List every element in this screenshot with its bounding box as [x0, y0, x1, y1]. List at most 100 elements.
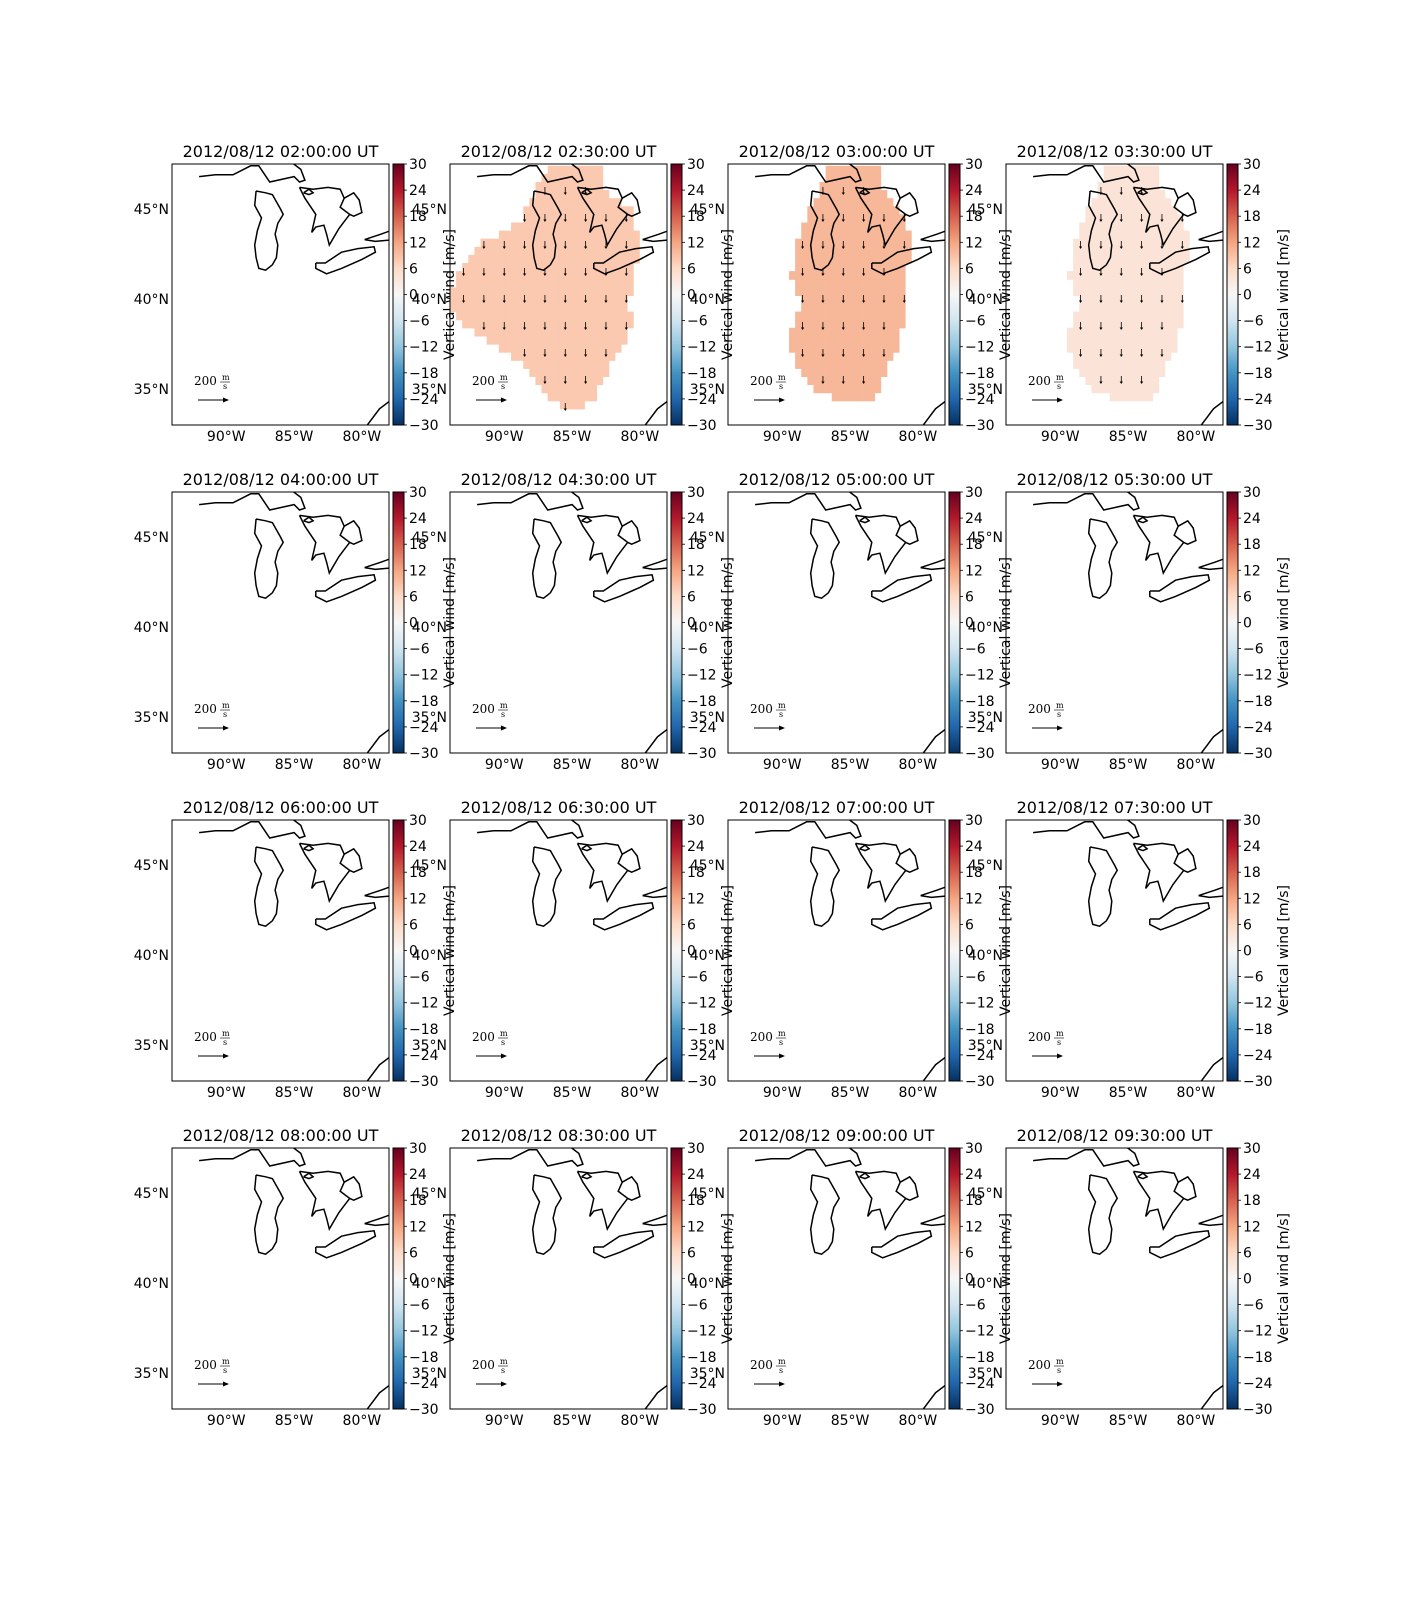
- heatmap-cell: [553, 263, 561, 272]
- heatmap-cell: [1121, 206, 1129, 215]
- colorbar-tick-label: −18: [409, 694, 439, 710]
- wind-arrow: [1119, 349, 1123, 357]
- heatmap-cell: [633, 230, 640, 240]
- heatmap-cell: [468, 254, 476, 264]
- heatmap-cell: [486, 295, 494, 305]
- lon-tick-label: 80°W: [343, 1085, 382, 1101]
- heatmap-cell: [850, 214, 857, 224]
- heatmap-cell: [874, 287, 882, 296]
- wind-arrow: [862, 376, 866, 384]
- heatmap-cell: [1146, 254, 1154, 264]
- heatmap-cell: [1097, 335, 1105, 345]
- heatmap-cell: [572, 182, 579, 191]
- lon-tick-label: 85°W: [1109, 1085, 1148, 1101]
- heatmap-cell: [1170, 319, 1178, 329]
- heatmap-cell: [1134, 392, 1141, 402]
- coastline: [477, 820, 584, 839]
- colorbar-tick-label: −12: [409, 1324, 439, 1340]
- heatmap-cell: [880, 222, 888, 232]
- heatmap-cell: [517, 311, 524, 321]
- lat-tick-label: 35°N: [968, 710, 1003, 726]
- coastline: [755, 820, 862, 839]
- wind-arrow: [543, 349, 547, 357]
- heatmap-cell: [565, 400, 573, 410]
- heatmap-cell: [584, 279, 591, 288]
- coastline: [477, 492, 584, 511]
- heatmap-cell: [868, 214, 876, 224]
- heatmap-cell: [874, 360, 882, 369]
- heatmap-cell: [1134, 287, 1141, 296]
- heatmap-cell: [1170, 303, 1178, 313]
- heatmap-cell: [559, 303, 567, 313]
- heatmap-cell: [523, 263, 530, 272]
- axes-frame: [727, 163, 946, 426]
- heatmap-cell: [801, 287, 808, 296]
- heatmap-cell: [553, 352, 561, 361]
- heatmap-cell: [608, 344, 616, 353]
- heatmap-cell: [620, 263, 628, 272]
- heatmap-cell: [578, 376, 585, 386]
- wind-arrow: [1099, 376, 1103, 384]
- heatmap-cell: [1067, 271, 1074, 280]
- colorbar-tick-label: −24: [687, 392, 717, 408]
- heatmap-cell: [511, 311, 518, 321]
- heatmap-cell: [886, 319, 894, 329]
- heatmap-cell: [620, 271, 628, 280]
- heatmap-cell: [480, 246, 488, 256]
- heatmap-cell: [850, 263, 857, 272]
- heatmap-cell: [572, 271, 579, 280]
- heatmap-cell: [874, 246, 882, 256]
- coastline: [871, 245, 933, 275]
- heatmap-cell: [547, 238, 555, 248]
- heatmap-cell: [1176, 287, 1184, 296]
- quiver-key-value: 200: [472, 1358, 495, 1372]
- heatmap-cell: [837, 198, 845, 207]
- heatmap-cell: [825, 295, 833, 305]
- heatmap-cell: [837, 311, 845, 321]
- quiver-key-unit-num: m: [500, 1357, 508, 1366]
- heatmap-cell: [837, 344, 845, 353]
- heatmap-cell: [1097, 384, 1105, 394]
- colorbar-tick-label: −24: [965, 1048, 995, 1064]
- plot-area: [755, 1148, 945, 1409]
- heatmap-cell: [614, 263, 622, 272]
- heatmap-cell: [590, 319, 598, 329]
- heatmap-cell: [819, 311, 827, 321]
- heatmap-cell: [904, 230, 912, 240]
- heatmap-cell: [868, 230, 876, 240]
- coastline: [1087, 190, 1119, 272]
- coastline: [253, 1174, 285, 1256]
- heatmap-cell: [517, 279, 524, 288]
- heatmap-cell: [462, 271, 469, 280]
- wind-arrow: [482, 268, 486, 276]
- heatmap-cell: [547, 368, 555, 377]
- heatmap-cell: [868, 327, 876, 337]
- heatmap-cell: [807, 335, 815, 345]
- heatmap-cell: [547, 335, 555, 345]
- heatmap-cell: [553, 198, 561, 207]
- heatmap-cell: [843, 182, 851, 191]
- heatmap-cell: [795, 344, 802, 353]
- heatmap-cell: [535, 319, 543, 329]
- colorbar-tick-label: −12: [965, 996, 995, 1012]
- wind-arrow: [624, 322, 628, 330]
- coastline: [343, 191, 363, 218]
- heatmap-cell: [572, 198, 579, 207]
- colorbar-tick-label: 18: [1243, 209, 1261, 225]
- heatmap-cell: [492, 246, 500, 256]
- lat-tick-label: 35°N: [968, 1366, 1003, 1382]
- heatmap-cell: [1085, 303, 1093, 313]
- heatmap-cell: [596, 303, 604, 313]
- lat-tick-label: 45°N: [690, 858, 725, 874]
- quiver-key-value: 200: [1028, 374, 1051, 388]
- colorbar-tick-label: −24: [409, 1048, 439, 1064]
- heatmap-cell: [1134, 335, 1141, 345]
- heatmap-cell: [596, 190, 604, 199]
- lat-tick-label: 40°N: [968, 620, 1003, 636]
- coastline: [364, 230, 389, 243]
- heatmap-cell: [1097, 327, 1105, 337]
- heatmap-cell: [862, 271, 869, 280]
- colorbar-tick-label: −18: [409, 1350, 439, 1366]
- heatmap-cell: [565, 392, 573, 402]
